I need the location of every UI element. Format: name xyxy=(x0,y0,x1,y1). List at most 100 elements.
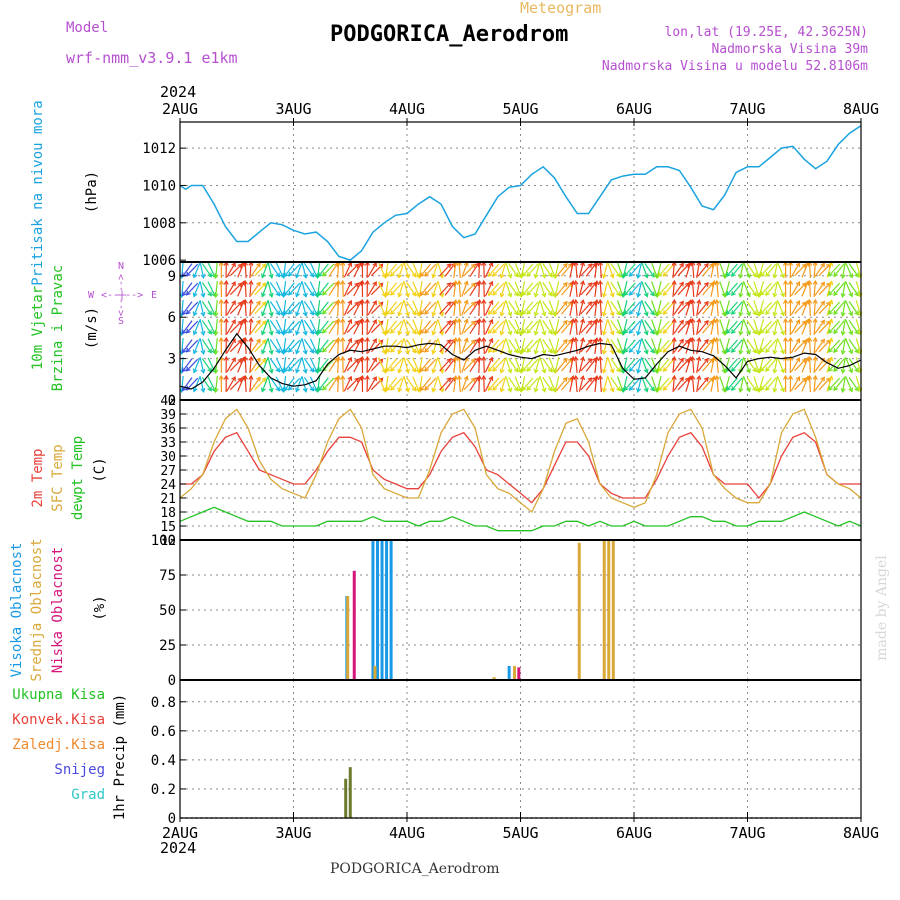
wind-arrowhead xyxy=(213,369,219,375)
temperature-ytick-label: 27 xyxy=(160,464,176,479)
wind-arrowhead xyxy=(302,311,308,317)
cloud-ytick-label: 75 xyxy=(159,568,176,584)
wind-arrowhead xyxy=(616,386,621,392)
wind-arrow xyxy=(724,357,730,373)
temperature-ytick-label: 33 xyxy=(160,436,176,451)
wind-arrowhead xyxy=(309,291,315,297)
wind-arrow xyxy=(458,299,461,317)
wind-arrow xyxy=(726,282,738,296)
wind-arrowhead xyxy=(405,368,410,374)
precip-ytick-label: 0 xyxy=(168,811,176,827)
wind-arrow xyxy=(250,301,261,315)
wind-arrowhead xyxy=(573,279,579,285)
wind-arrow xyxy=(226,300,236,316)
wind-arrowhead xyxy=(181,291,187,297)
wind-arrowhead xyxy=(335,355,341,361)
wind-arrow xyxy=(484,376,493,392)
compass-ns: <--|--> xyxy=(116,274,127,316)
wind-arrowhead xyxy=(726,328,731,334)
wind-arrow xyxy=(594,357,598,373)
wind-arrow xyxy=(295,300,303,316)
wind-arrowhead xyxy=(833,329,839,335)
wind-arrowhead xyxy=(840,292,846,299)
wind-arrow xyxy=(226,357,236,373)
wind-arrowhead xyxy=(275,329,281,335)
wind-arrowhead xyxy=(714,336,720,342)
wind-arrowhead xyxy=(526,366,532,372)
wind-arrowhead xyxy=(671,279,677,285)
wind-arrow xyxy=(739,319,745,335)
wind-arrow xyxy=(855,338,862,354)
wind-arrow xyxy=(845,376,853,392)
wind-arrow xyxy=(508,339,519,353)
wind-arrow xyxy=(250,377,261,391)
wind-arrow xyxy=(731,358,743,372)
wind-arrowhead xyxy=(760,290,765,296)
wind-arrowhead xyxy=(703,319,709,325)
wind-arrowhead xyxy=(807,279,813,285)
wind-arrow xyxy=(284,282,295,296)
wind-arrow xyxy=(283,262,287,278)
wind-arrowhead xyxy=(703,262,709,268)
wind-arrowhead xyxy=(185,328,191,334)
wind-arrowhead xyxy=(690,317,696,323)
wind-arrow xyxy=(539,300,546,316)
wind-arrow xyxy=(483,375,485,393)
wind-arrowhead xyxy=(322,309,327,315)
wind-arrowhead xyxy=(223,336,229,342)
wind-arrow xyxy=(855,357,862,373)
wind-arrow xyxy=(322,377,335,391)
wind-arrow xyxy=(534,357,541,373)
wind-arrowhead xyxy=(481,279,487,285)
wind-arrowhead xyxy=(820,281,825,287)
cloud-bar xyxy=(577,542,581,680)
wind-arrow xyxy=(317,357,321,373)
wind-arrow xyxy=(492,282,505,296)
wind-arrowhead xyxy=(200,292,206,298)
wind-arrow xyxy=(658,263,670,277)
wind-arrowhead xyxy=(703,281,709,287)
wind-arrow xyxy=(726,339,738,353)
wind-arrow xyxy=(461,319,468,335)
wind-arrow xyxy=(673,377,684,391)
wind-arrow xyxy=(610,301,621,315)
wind-arrow xyxy=(520,300,526,316)
wind-arrow xyxy=(746,377,757,391)
wind-arrow xyxy=(743,300,751,316)
wind-arrow xyxy=(249,356,252,374)
wind-arrow xyxy=(469,338,480,354)
wind-arrowhead xyxy=(456,279,462,285)
wind-arrowhead xyxy=(541,330,547,336)
wind-ytick-label: 3 xyxy=(168,352,176,368)
wind-arrowhead xyxy=(513,291,519,297)
wind-arrowhead xyxy=(431,387,437,393)
wind-arrowhead xyxy=(593,336,600,342)
wind-arrow xyxy=(641,357,648,373)
wind-arrow xyxy=(406,263,417,277)
wind-arrowhead xyxy=(623,309,629,315)
wind-arrowhead xyxy=(833,310,839,316)
wind-arrow xyxy=(505,281,512,297)
wind-arrowhead xyxy=(248,374,254,380)
wind-arrow xyxy=(461,357,468,373)
wind-arrow xyxy=(826,300,833,316)
wind-arrowhead xyxy=(405,311,410,317)
wind-arrow xyxy=(760,377,772,391)
wind-arrow xyxy=(420,320,432,334)
wind-arrowhead xyxy=(828,280,834,286)
wind-arrow xyxy=(855,376,862,392)
wind-arrow xyxy=(267,281,273,297)
wind-arrowhead xyxy=(541,292,547,298)
wind-arrowhead xyxy=(470,358,476,364)
wind-arrow xyxy=(790,281,800,297)
wind-arrow xyxy=(818,339,831,353)
precip-bar xyxy=(348,767,352,818)
wind-arrowhead xyxy=(261,311,266,317)
wind-arrow xyxy=(181,318,184,336)
wind-arrow xyxy=(848,263,859,277)
wind-arrow xyxy=(342,337,344,355)
wind-arrowhead xyxy=(456,374,462,380)
wind-arrowhead xyxy=(213,350,219,356)
wind-arrow xyxy=(542,320,553,334)
wind-arrowhead xyxy=(192,273,198,279)
